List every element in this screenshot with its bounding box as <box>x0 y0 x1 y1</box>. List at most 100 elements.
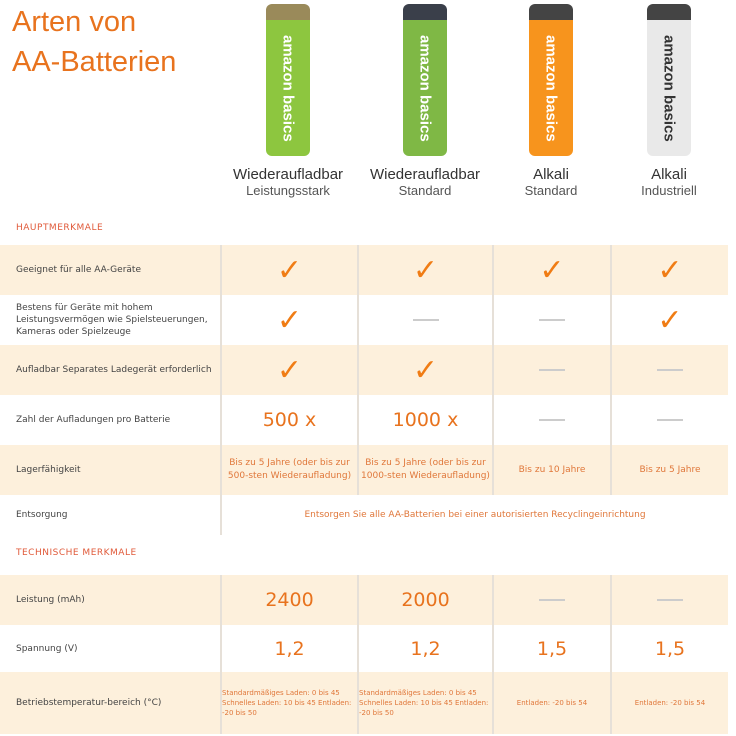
table-cell: 1,2 <box>357 625 492 672</box>
table-cell: Standardmäßiges Laden: 0 bis 45 Schnelle… <box>220 672 357 734</box>
table-cell: Bis zu 5 Jahre (oder bis zur 1000-sten W… <box>357 445 492 495</box>
table-cell <box>492 345 610 395</box>
dash-icon <box>657 599 683 601</box>
table-cell: ✓ <box>357 345 492 395</box>
row-label: Bestens für Geräte mit hohem Leistungsve… <box>16 303 208 337</box>
dash-icon <box>539 419 565 421</box>
title-line-1: Arten von <box>12 6 137 38</box>
cell-value: 1,5 <box>654 637 686 660</box>
table-row-entsorgung: Entsorgung Entsorgen Sie alle AA-Batterie… <box>0 495 728 535</box>
table-row-zahl: Zahl der Aufladungen pro Batterie 500 x 10… <box>0 395 728 445</box>
table-cell: 1,5 <box>610 625 728 672</box>
table-cell <box>492 575 610 625</box>
table-cell: 2000 <box>357 575 492 625</box>
product-subtitle: Standard <box>398 183 452 198</box>
check-icon: ✓ <box>657 252 683 288</box>
battery-brand: amazon basics <box>660 34 678 142</box>
table-cell <box>492 295 610 345</box>
row-label: Betriebstemperatur-bereich (°C) <box>16 698 162 708</box>
cell-value: Standardmäßiges Laden: 0 bis 45 Schnelle… <box>359 689 489 717</box>
table-cell <box>610 345 728 395</box>
product-name: Wiederaufladbar <box>369 166 481 183</box>
table-cell: 1000 x <box>357 395 492 445</box>
table-cell: ✓ <box>220 345 357 395</box>
table-row-bestens: Bestens für Geräte mit hohem Leistungsve… <box>0 295 728 345</box>
table-row-temp: Betriebstemperatur-bereich (°C) Standardm… <box>0 672 728 734</box>
row-label: Leistung (mAh) <box>16 595 85 605</box>
product-name: Wiederaufladbar <box>232 166 344 183</box>
cell-value: Entladen: -20 bis 54 <box>516 699 588 707</box>
dash-icon <box>657 369 683 371</box>
table-cell: ✓ <box>610 245 728 295</box>
table-cell <box>357 295 492 345</box>
table-cell: Standardmäßiges Laden: 0 bis 45 Schnelle… <box>357 672 492 734</box>
dash-icon <box>539 599 565 601</box>
row-label: Entsorgung <box>16 510 68 520</box>
table-cell: Bis zu 5 Jahre <box>610 445 728 495</box>
table-cell: ✓ <box>357 245 492 295</box>
product-subtitle: Industriell <box>641 183 697 198</box>
battery-brand: amazon basics <box>416 34 434 142</box>
product-header: Alkali Industriell <box>594 166 736 198</box>
battery-image: amazon basics <box>403 4 447 156</box>
table-cell: 500 x <box>220 395 357 445</box>
battery-brand: amazon basics <box>542 34 560 142</box>
cell-value: 1,5 <box>536 637 568 660</box>
cell-value: 2400 <box>265 589 314 611</box>
battery-image: amazon basics <box>266 4 310 156</box>
table-cell: Bis zu 5 Jahre (oder bis zur 500-sten Wi… <box>220 445 357 495</box>
cell-value: 1,2 <box>410 637 441 660</box>
table-cell: ✓ <box>220 295 357 345</box>
table-cell <box>610 575 728 625</box>
table-cell: ✓ <box>220 245 357 295</box>
check-icon: ✓ <box>657 302 683 338</box>
cell-value: Entsorgen Sie alle AA-Batterien bei eine… <box>304 509 646 520</box>
cell-value: 1000 x <box>392 409 459 431</box>
check-icon: ✓ <box>276 352 303 388</box>
cell-value: Bis zu 5 Jahre <box>639 464 701 475</box>
cell-value: Bis zu 10 Jahre <box>518 464 586 475</box>
cell-value: 500 x <box>262 409 317 431</box>
table-cell: 1,2 <box>220 625 357 672</box>
table-cell: 2400 <box>220 575 357 625</box>
table-row-spannung: Spannung (V) 1,2 1,2 1,5 1,5 <box>0 625 728 672</box>
battery-image: amazon basics <box>529 4 573 156</box>
cell-value: 2000 <box>401 589 450 611</box>
battery-brand: amazon basics <box>279 34 297 142</box>
table-row-leistung: Leistung (mAh) 2400 2000 <box>0 575 728 625</box>
table-cell: Entladen: -20 bis 54 <box>492 672 610 734</box>
product-name: Alkali <box>533 166 569 183</box>
cell-value: Entladen: -20 bis 54 <box>634 699 706 707</box>
product-header: Wiederaufladbar Standard <box>350 166 500 198</box>
table-row-lager: Lagerfähigkeit Bis zu 5 Jahre (oder bis z… <box>0 445 728 495</box>
table-row-aufladbar: Aufladbar Separates Ladegerät erforderli… <box>0 345 728 395</box>
product-subtitle: Standard <box>524 183 578 198</box>
product-header: Alkali Standard <box>476 166 626 198</box>
product-subtitle: Leistungsstark <box>246 183 330 198</box>
row-label: Geeignet für alle AA-Geräte <box>16 265 141 275</box>
cell-value: Bis zu 5 Jahre (oder bis zur 1000-sten W… <box>361 458 490 481</box>
section-heading: HAUPTMERKMALE <box>16 223 104 233</box>
row-label: Aufladbar Separates Ladegerät erforderli… <box>16 365 212 375</box>
table-cell: Entladen: -20 bis 54 <box>610 672 728 734</box>
product-header: Wiederaufladbar Leistungsstark <box>213 166 363 198</box>
row-label: Lagerfähigkeit <box>16 465 81 475</box>
check-icon: ✓ <box>539 252 565 288</box>
section-heading: TECHNISCHE MERKMALE <box>16 548 137 558</box>
table-cell: 1,5 <box>492 625 610 672</box>
dash-icon <box>657 419 683 421</box>
table-row-geeignet: Geeignet für alle AA-Geräte ✓ ✓ ✓ ✓ <box>0 245 728 295</box>
table-cell: ✓ <box>610 295 728 345</box>
battery-image: amazon basics <box>647 4 691 156</box>
product-name: Alkali <box>651 166 687 183</box>
cell-value: Standardmäßiges Laden: 0 bis 45 Schnelle… <box>222 689 352 717</box>
table-cell <box>492 395 610 445</box>
row-label: Zahl der Aufladungen pro Batterie <box>16 415 171 425</box>
table-cell <box>610 395 728 445</box>
cell-value: Bis zu 5 Jahre (oder bis zur 500-sten Wi… <box>227 458 352 481</box>
page-title: Arten von AA-Batterien <box>12 2 176 82</box>
table-cell: Bis zu 10 Jahre <box>492 445 610 495</box>
check-icon: ✓ <box>276 302 303 338</box>
dash-icon <box>412 319 439 321</box>
dash-icon <box>539 319 565 321</box>
